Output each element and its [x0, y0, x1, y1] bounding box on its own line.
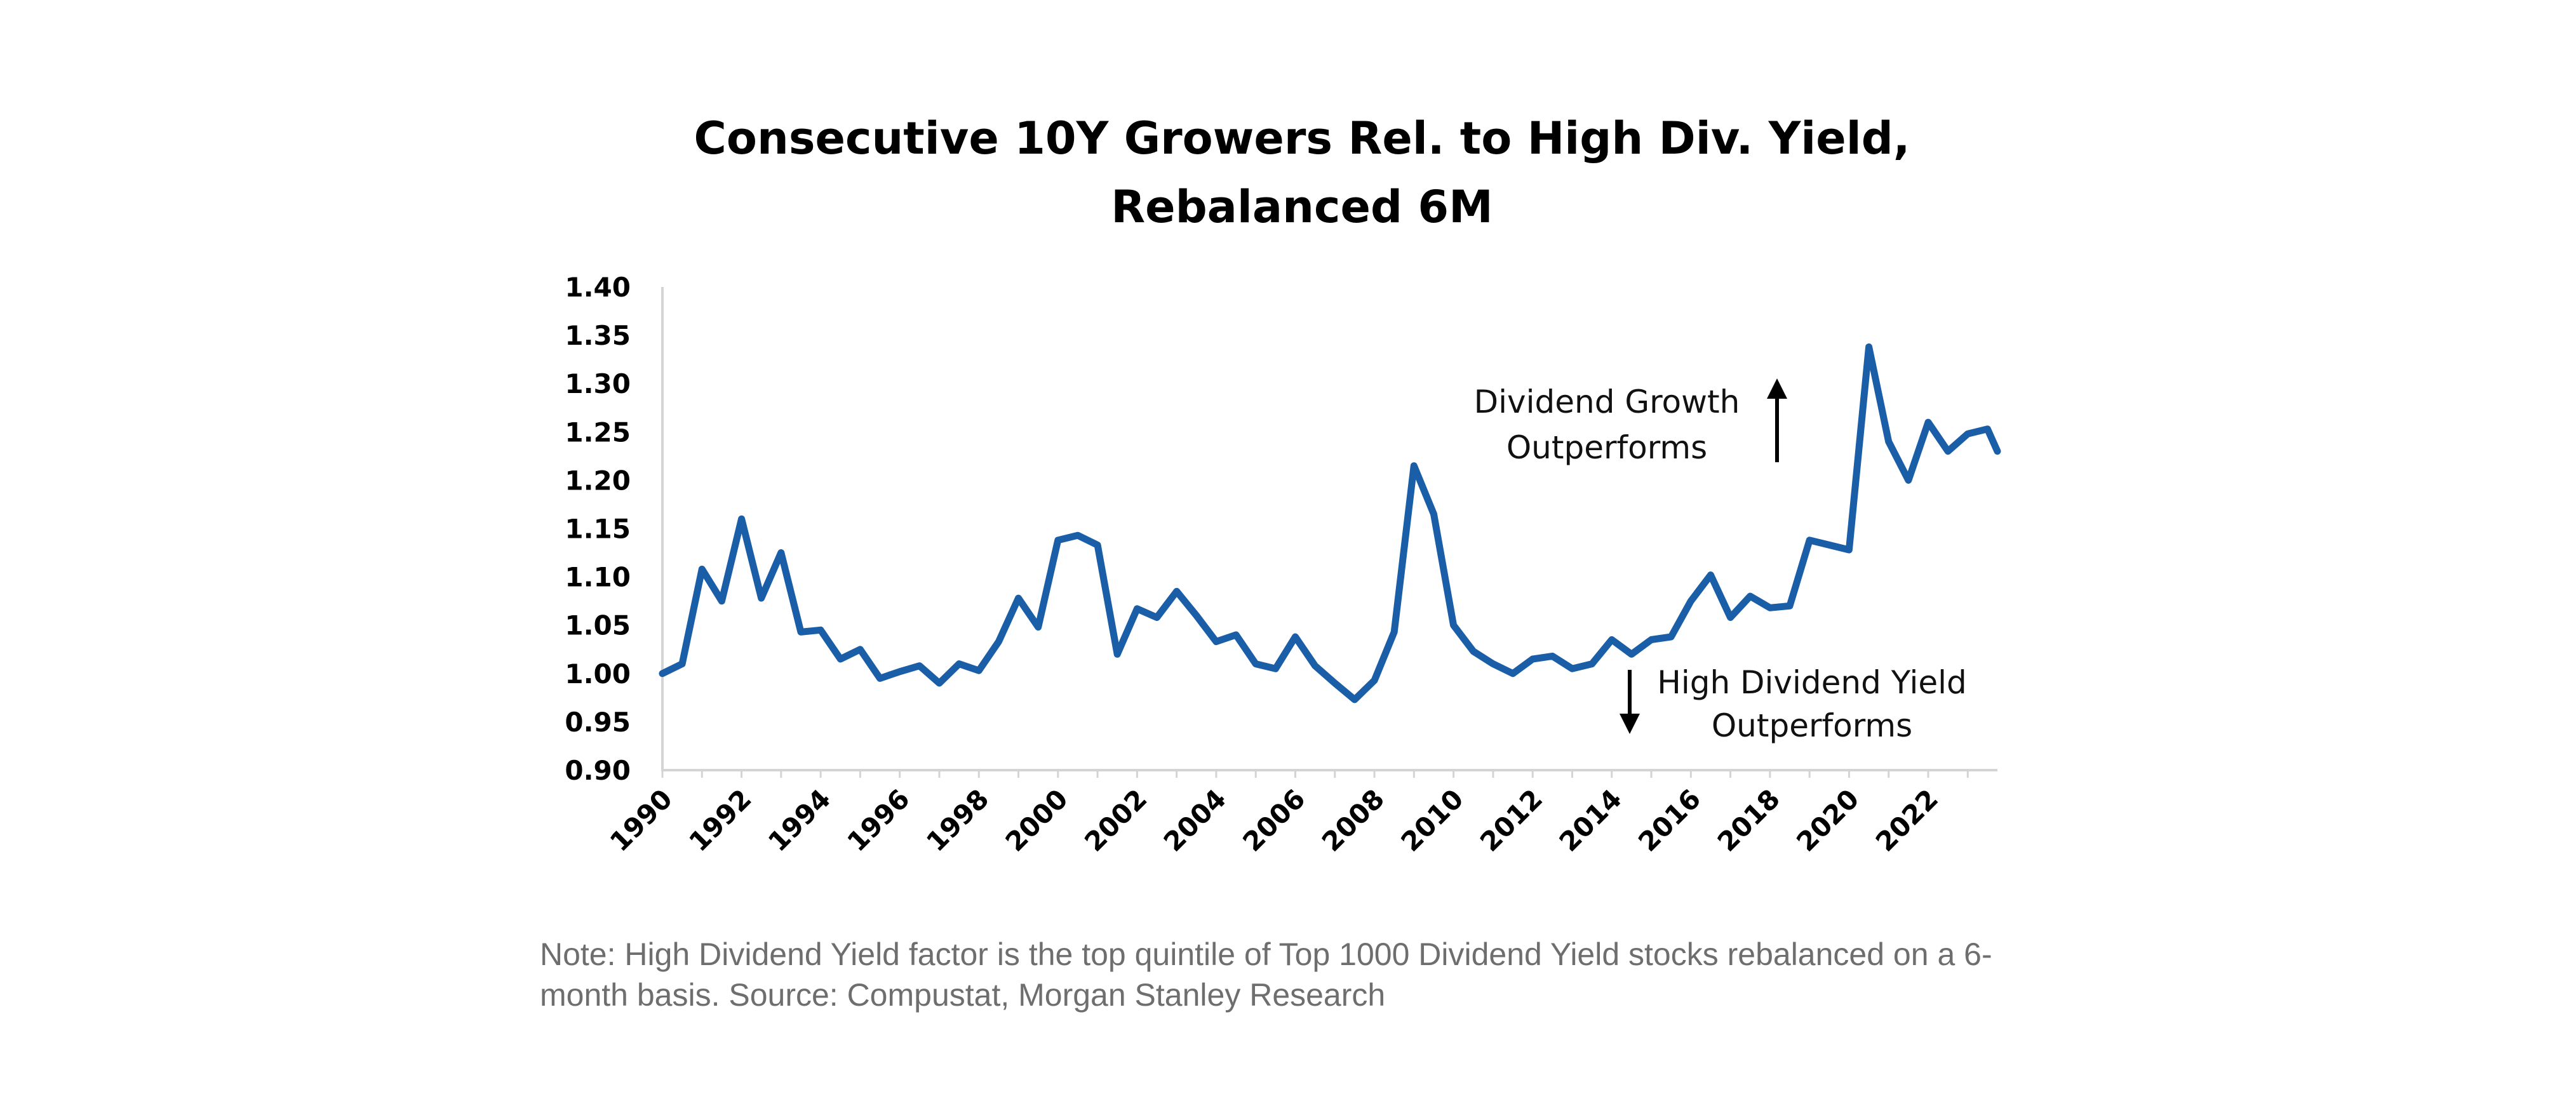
- series-group: [659, 343, 2001, 703]
- x-tick-label: 1994: [762, 783, 836, 857]
- x-tick-label: 2010: [1395, 783, 1469, 857]
- x-tick-label: 2018: [1712, 783, 1786, 857]
- chart-title-line-2: Rebalanced 6M: [1111, 181, 1493, 233]
- chart-title-line-1: Consecutive 10Y Growers Rel. to High Div…: [694, 112, 1910, 164]
- annotation-dividend-growth-line-1: Dividend Growth: [1474, 383, 1740, 420]
- y-tick-labels: 1.40 1.35 1.30 1.25 1.20 1.15 1.10 1.05 1.00 0.95…: [565, 272, 631, 786]
- arrow-down-head-icon: [1620, 714, 1640, 734]
- x-tick-label: 2012: [1474, 783, 1548, 857]
- annotation-dividend-growth-line-2: Outperforms: [1506, 429, 1707, 466]
- x-tick-labels: 1990 1992 1994 1996 1998 2000 2002 2004 2006 2008…: [604, 783, 1944, 857]
- x-tick-label: 1996: [841, 783, 915, 857]
- x-tick-label: 2016: [1632, 783, 1707, 857]
- series-line: [659, 343, 2001, 703]
- y-tick-label: 1.00: [565, 658, 631, 690]
- x-tick-label: 2004: [1158, 783, 1232, 857]
- y-tick-label: 1.30: [565, 368, 631, 399]
- annotation-dividend-growth: Dividend Growth Outperforms: [1474, 378, 1787, 466]
- x-tick-label: 2006: [1237, 783, 1311, 857]
- x-tick-label: 1990: [604, 783, 678, 857]
- y-tick-label: 1.25: [565, 417, 631, 448]
- annotation-high-dividend-yield-line-2: Outperforms: [1712, 707, 1912, 744]
- x-tick-label: 2002: [1078, 783, 1153, 857]
- y-tick-label: 1.35: [565, 320, 631, 351]
- y-tick-label: 1.05: [565, 610, 631, 641]
- footnote-line-1: Note: High Dividend Yield factor is the …: [540, 937, 1992, 972]
- x-tick-marks: [661, 770, 1969, 778]
- y-tick-label: 0.95: [565, 707, 631, 738]
- x-tick-label: 1998: [920, 783, 995, 857]
- y-tick-label: 1.20: [565, 465, 631, 496]
- annotation-high-dividend-yield-line-1: High Dividend Yield: [1657, 664, 1967, 701]
- y-tick-label: 0.90: [565, 755, 631, 786]
- x-tick-label: 2020: [1790, 783, 1865, 857]
- x-tick-label: 2000: [1000, 783, 1074, 857]
- y-tick-label: 1.10: [565, 562, 631, 593]
- footnote-line-2: month basis. Source: Compustat, Morgan S…: [540, 977, 1385, 1013]
- y-tick-label: 1.15: [565, 514, 631, 545]
- arrow-up-head-icon: [1767, 378, 1787, 399]
- y-tick-label: 1.40: [565, 272, 631, 303]
- x-tick-label: 1992: [683, 783, 757, 857]
- x-tick-label: 2022: [1870, 783, 1944, 857]
- annotation-high-dividend-yield: High Dividend Yield Outperforms: [1620, 664, 1967, 744]
- x-tick-label: 2008: [1316, 783, 1390, 857]
- x-tick-label: 2014: [1553, 783, 1628, 857]
